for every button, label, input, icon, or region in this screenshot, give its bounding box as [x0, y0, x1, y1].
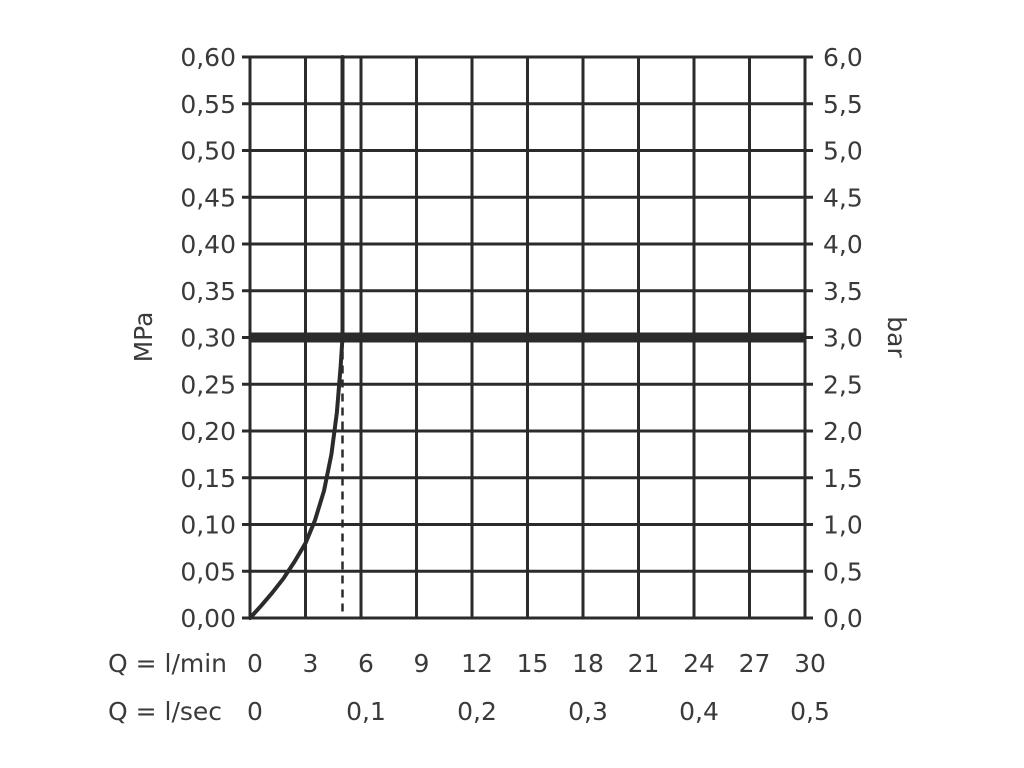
y-right-tick-label: 5,5	[823, 90, 863, 119]
x-tick-label-lsec: 0	[247, 697, 263, 726]
x-axis-label-lsec: Q = l/sec	[108, 697, 222, 726]
x-tick-label-lsec: 0,3	[568, 697, 608, 726]
x-tick-label-lmin: 27	[739, 649, 771, 678]
x-tick-label-lmin: 3	[303, 649, 319, 678]
bottom-axis-ticks-lsec: 0 0,1 0,2 0,3 0,4 0,5	[247, 697, 830, 726]
x-tick-label-lmin: 9	[414, 649, 430, 678]
x-tick-label-lsec: 0,5	[790, 697, 830, 726]
y-left-tick-label: 0,45	[180, 183, 236, 212]
x-tick-label-lsec: 0,1	[346, 697, 386, 726]
x-tick-label-lsec: 0,4	[679, 697, 719, 726]
y-left-tick-label: 0,00	[180, 604, 236, 633]
x-tick-label-lsec: 0,2	[457, 697, 497, 726]
y-right-tick-label: 3,5	[823, 277, 863, 306]
y-left-tick-label: 0,15	[180, 464, 236, 493]
y-right-tick-label: 3,0	[823, 324, 863, 353]
y-left-tick-label: 0,10	[180, 511, 236, 540]
y-right-tick-label: 0,5	[823, 557, 863, 586]
y-right-tick-label: 1,5	[823, 464, 863, 493]
y-left-tick-label: 0,50	[180, 137, 236, 166]
y-left-tick-label: 0,20	[180, 417, 236, 446]
y-right-tick-label: 4,5	[823, 183, 863, 212]
y-right-tick-label: 5,0	[823, 137, 863, 166]
x-tick-label-lmin: 30	[794, 649, 826, 678]
x-axis-label-lmin: Q = l/min	[108, 649, 227, 678]
y-left-tick-label: 0,30	[180, 324, 236, 353]
series-layer	[248, 55, 805, 620]
y-left-tick-label: 0,35	[180, 277, 236, 306]
y-left-tick-label: 0,25	[180, 370, 236, 399]
flow-curve-line	[248, 55, 345, 620]
y-left-tick-label: 0,55	[180, 90, 236, 119]
y-left-tick-label: 0,60	[180, 43, 236, 72]
y-left-tick-label: 0,40	[180, 230, 236, 259]
x-tick-label-lmin: 21	[628, 649, 660, 678]
y-axis-left-label: MPa	[129, 312, 158, 363]
y-right-tick-label: 4,0	[823, 230, 863, 259]
y-right-tick-label: 0,0	[823, 604, 863, 633]
y-left-tick-label: 0,05	[180, 557, 236, 586]
x-tick-label-lmin: 18	[572, 649, 604, 678]
y-right-tick-label: 6,0	[823, 43, 863, 72]
y-right-tick-label: 2,0	[823, 417, 863, 446]
x-tick-label-lmin: 24	[683, 649, 715, 678]
x-tick-label-lmin: 15	[517, 649, 549, 678]
x-tick-label-lmin: 12	[461, 649, 493, 678]
y-axis-right-label: bar	[882, 316, 911, 358]
right-axis-ticks: 0,0 0,5 1,0 1,5 2,0 2,5 3,0 3,5 4,0 4,5 5,0 5,5 6,0	[823, 43, 863, 633]
y-right-tick-label: 2,5	[823, 370, 863, 399]
y-right-tick-label: 1,0	[823, 511, 863, 540]
x-tick-label-lmin: 0	[247, 649, 263, 678]
bottom-axis-ticks-lmin: 0 3 6 9 12 15 18 21 24 27 30	[247, 649, 826, 678]
left-axis-ticks: 0,00 0,05 0,10 0,15 0,20 0,25 0,30 0,35 0,40 0,45…	[180, 43, 236, 633]
x-tick-label-lmin: 6	[358, 649, 374, 678]
